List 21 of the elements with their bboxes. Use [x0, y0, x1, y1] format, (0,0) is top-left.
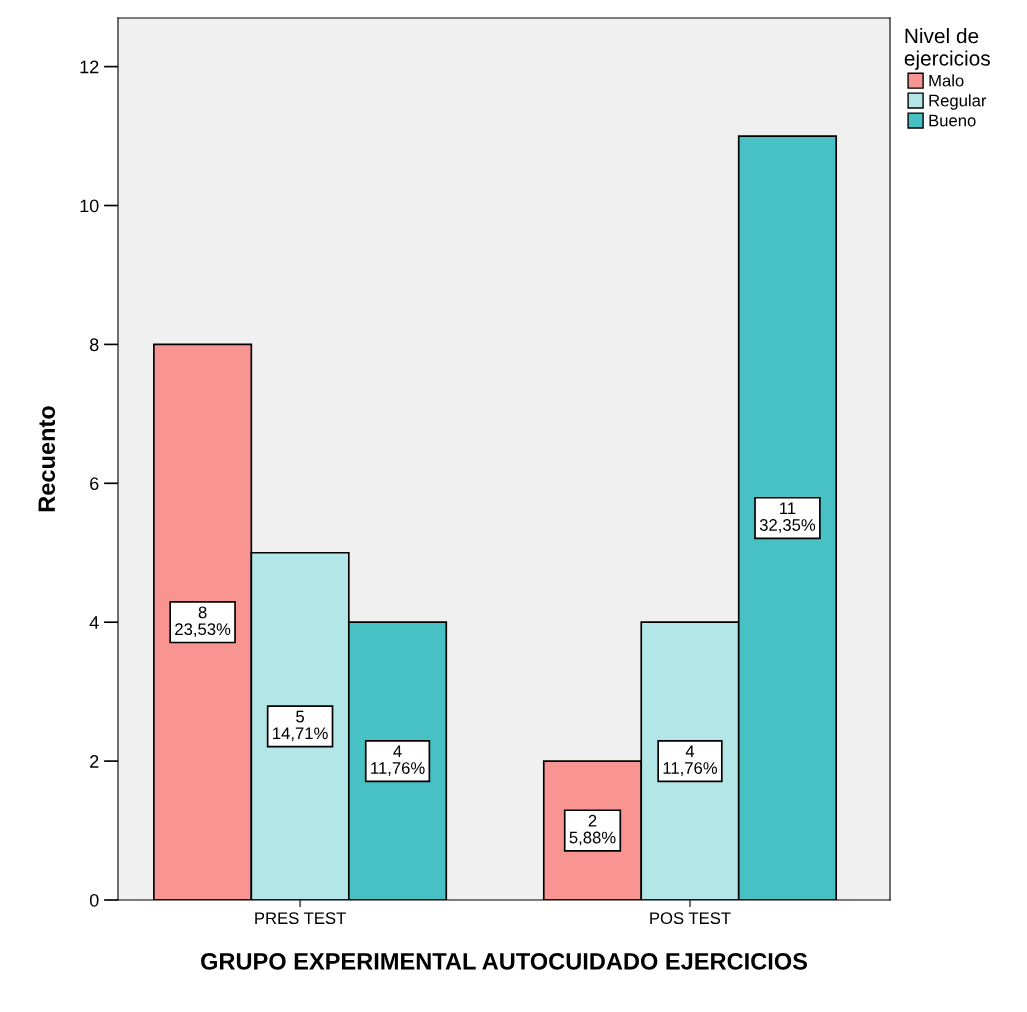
- y-tick-label: 2: [90, 755, 99, 768]
- x-axis-title: GRUPO EXPERIMENTAL AUTOCUIDADO EJERCICIOS: [201, 952, 808, 970]
- data-label: 5 14,71%: [273, 710, 328, 742]
- data-label: 4 11,76%: [371, 745, 425, 776]
- y-tick-label: 0: [89, 893, 99, 907]
- legend-label: Malo: [929, 74, 964, 87]
- y-tick-label: 10: [80, 199, 99, 213]
- x-tick-label: POS TEST: [650, 912, 731, 925]
- x-tick-label: PRES TEST: [255, 912, 346, 925]
- data-label: 11 32,35%: [759, 502, 816, 533]
- data-label: 8 23,53%: [175, 606, 231, 638]
- legend-label: Regular: [929, 94, 987, 110]
- legend-label: Bueno: [929, 114, 976, 127]
- y-tick-label: 12: [80, 60, 99, 74]
- data-label: 2 5,88%: [569, 814, 616, 846]
- data-label: 4 11,76%: [663, 745, 718, 776]
- legend-title: Nivel de ejercicios: [904, 28, 990, 70]
- y-tick-label: 4: [89, 616, 99, 629]
- y-tick-label: 6: [90, 477, 99, 491]
- y-tick-label: 8: [89, 338, 99, 352]
- y-axis-title: Recuento: [38, 406, 56, 512]
